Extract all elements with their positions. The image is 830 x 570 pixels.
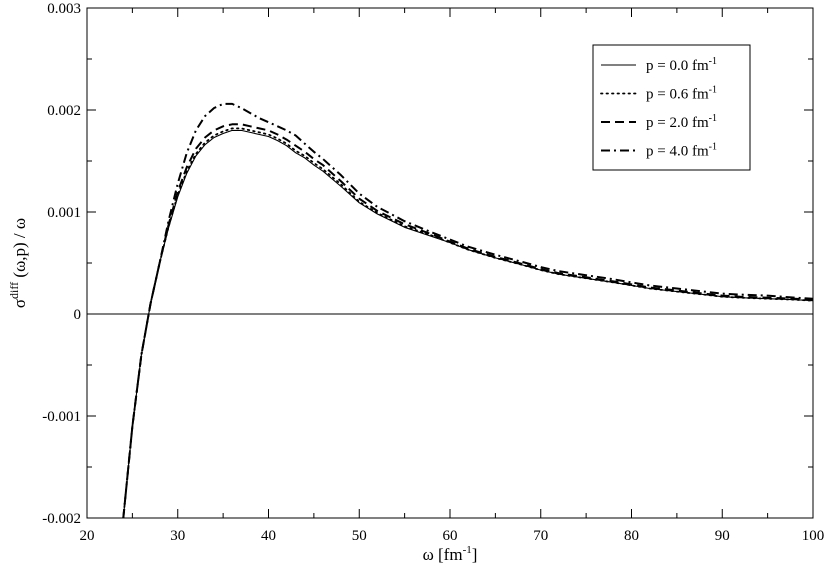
series-line-solid xyxy=(122,129,813,518)
y-tick-label: -0.002 xyxy=(42,511,81,527)
series-line-dashed xyxy=(122,123,813,518)
legend-label-main: p = 4.0 fm xyxy=(646,144,709,160)
y-axis-title-sigma: σ xyxy=(10,299,29,308)
legend-label-sup: -1 xyxy=(709,85,717,96)
x-axis-title: ω [fm-1] xyxy=(423,544,478,564)
legend-label-main: p = 0.0 fm xyxy=(646,58,709,74)
y-axis-title-sup: diff xyxy=(7,282,21,299)
x-axis-title-end: ] xyxy=(472,545,478,564)
y-tick-label: -0.001 xyxy=(42,409,81,425)
x-axis-title-sup: -1 xyxy=(463,544,472,556)
legend-label-sup: -1 xyxy=(709,142,717,153)
y-tick-label: 0.003 xyxy=(47,1,81,17)
legend-label-sup: -1 xyxy=(709,113,717,124)
series-line-dotted xyxy=(122,127,813,518)
legend-box xyxy=(592,44,751,171)
legend-label: p = 2.0 fm-1 xyxy=(646,113,717,131)
y-tick-label: 0.001 xyxy=(47,205,81,221)
y-tick-label: 0 xyxy=(74,307,82,323)
x-tick-label: 90 xyxy=(715,528,730,544)
y-tick-label: 0.002 xyxy=(47,103,81,119)
axis-ticks: 20 30 40 50 60 70 80 90 100 -0.002 -0.001 0 0.001 0.0… xyxy=(42,1,824,544)
x-tick-label: 70 xyxy=(533,528,548,544)
x-tick-label: 30 xyxy=(170,528,185,544)
legend-label: p = 4.0 fm-1 xyxy=(646,142,717,160)
plot-area xyxy=(87,102,813,518)
x-tick-label: 60 xyxy=(443,528,458,544)
legend-label-main: p = 2.0 fm xyxy=(646,115,709,131)
x-tick-label: 40 xyxy=(261,528,276,544)
legend: p = 0.0 fm-1p = 0.6 fm-1p = 2.0 fm-1p = … xyxy=(592,44,751,171)
x-tick-label: 100 xyxy=(802,528,825,544)
x-tick-label: 20 xyxy=(80,528,95,544)
x-tick-label: 80 xyxy=(624,528,639,544)
legend-label-main: p = 0.6 fm xyxy=(646,87,709,103)
legend-label: p = 0.0 fm-1 xyxy=(646,56,717,74)
legend-label-sup: -1 xyxy=(709,56,717,67)
y-axis-title: σdiff (ω,p) / ω xyxy=(7,218,29,308)
x-tick-label: 50 xyxy=(352,528,367,544)
plot-frame xyxy=(86,7,814,519)
legend-label: p = 0.6 fm-1 xyxy=(646,85,717,103)
x-axis-title-main: ω [fm xyxy=(423,545,463,564)
y-axis-title-rest: (ω,p) / ω xyxy=(10,218,29,282)
